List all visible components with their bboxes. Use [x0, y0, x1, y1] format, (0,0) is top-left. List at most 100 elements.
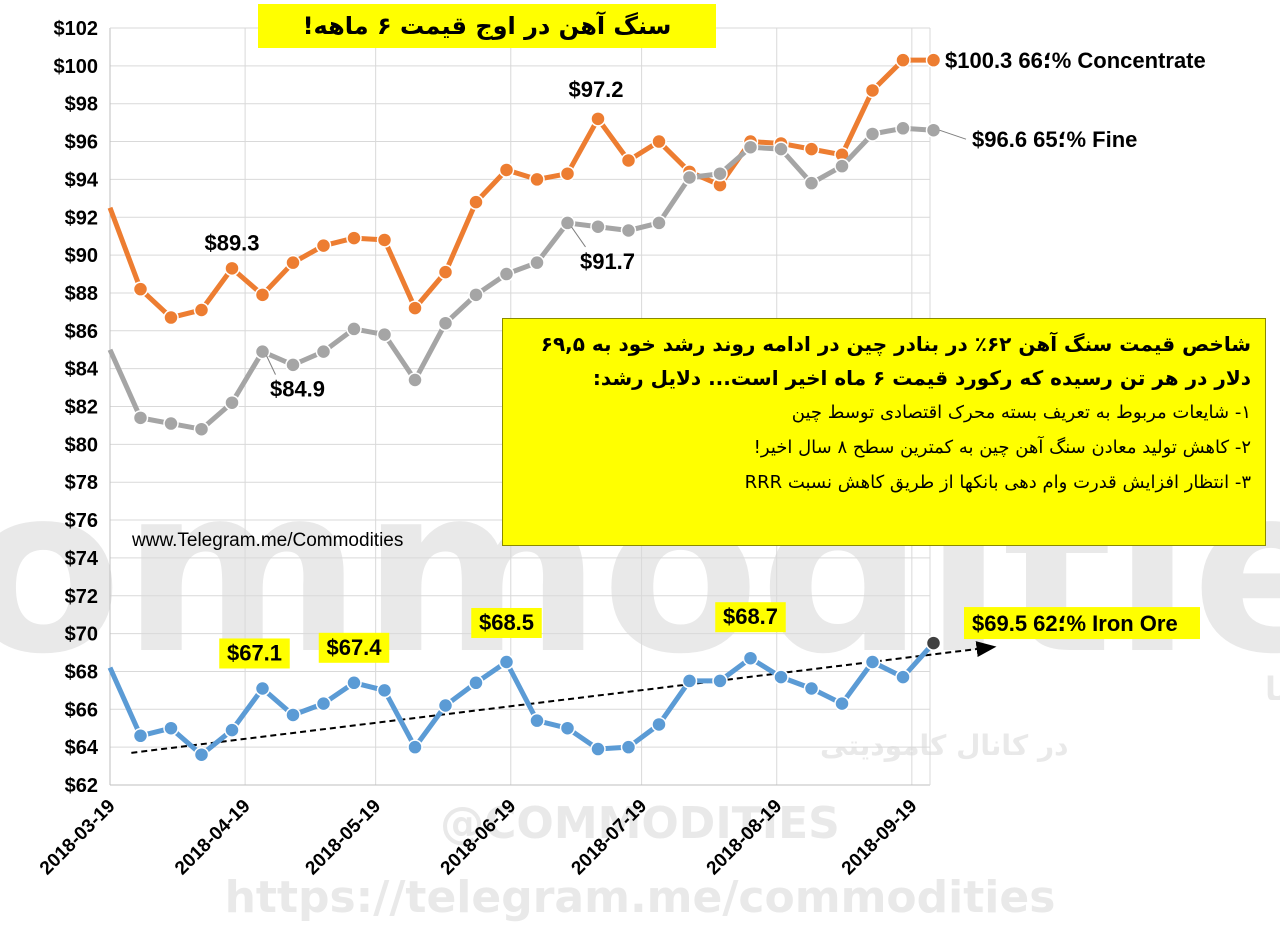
label-highlight: [318, 632, 390, 663]
y-tick-label: $82: [65, 397, 98, 419]
label-leader: [571, 226, 586, 248]
data-point-66-concentrate: [620, 152, 637, 169]
data-point-66-concentrate: [254, 287, 271, 303]
y-tick-label: $76: [65, 510, 98, 532]
data-point-65-fine: [132, 410, 149, 426]
data-point-66-concentrate: [132, 281, 149, 297]
point-label: $91.7: [580, 249, 635, 274]
data-point-65-fine: [224, 394, 240, 411]
data-point-62-iron-ore: [651, 716, 667, 733]
y-tick-label: $86: [65, 321, 98, 343]
point-label: $68.7: [723, 604, 778, 629]
data-point-65-fine: [193, 421, 210, 437]
data-point-65-fine: [254, 343, 271, 360]
label-leader: [266, 355, 276, 375]
data-point-62-iron-ore: [407, 739, 423, 755]
data-point-62-iron-ore: [864, 654, 881, 670]
watermark-handle: @COMMODITIES: [440, 798, 840, 849]
data-point-62-iron-ore: [681, 673, 698, 689]
data-point-62-iron-ore: [803, 680, 820, 697]
data-point-62-iron-ore: [895, 669, 911, 685]
data-point-66-concentrate: [437, 264, 454, 280]
data-point-62-iron-ore: [437, 697, 454, 714]
data-point-62-iron-ore: [620, 739, 637, 755]
data-point-65-fine: [742, 139, 759, 155]
trendline: [131, 641, 997, 754]
data-point-66-concentrate: [224, 260, 240, 277]
data-point-62-iron-ore: [254, 680, 271, 697]
watermark-url: https://telegram.me/commodities: [225, 872, 1056, 923]
data-point-62-iron-ore: [132, 728, 149, 744]
data-point-65-fine: [163, 415, 179, 432]
y-tick-label: $88: [65, 283, 98, 305]
series-end-label: $96.6 ؛65% Fine: [972, 127, 1137, 152]
chart-title: سنگ آهن در اوج قیمت ۶ ماهه!: [302, 12, 672, 40]
data-point-66-concentrate: [346, 230, 362, 246]
point-label: $97.2: [568, 77, 623, 102]
y-tick-label: $94: [65, 169, 99, 191]
data-point-65-fine: [376, 326, 393, 343]
data-point-62-iron-ore: [193, 746, 210, 763]
data-point-65-fine: [529, 254, 545, 271]
data-point-62-iron-ore: [346, 675, 362, 691]
note-item-2: ۲- کاهش تولید معادن سنگ آهن چین به کمتری…: [753, 437, 1251, 458]
data-point-66-concentrate: [895, 52, 911, 68]
data-point-65-fine: [407, 372, 423, 388]
note-box: شاخص قیمت سنگ آهن ۶۲٪ در بنادر چین در اد…: [502, 318, 1266, 546]
data-point-65-fine: [773, 141, 789, 157]
point-label: $84.9: [270, 377, 325, 402]
data-point-end-iron-ore: [925, 635, 942, 651]
x-tick-label: 2018-03-19: [36, 796, 120, 880]
series-layer: [107, 52, 942, 763]
data-point-66-concentrate: [529, 171, 545, 188]
data-point-65-fine: [803, 175, 820, 191]
series-line-66-concentrate: [107, 57, 934, 321]
y-tick-label: $80: [65, 434, 98, 456]
point-label: $68.5: [479, 610, 534, 635]
end-label-leader: [939, 129, 967, 140]
y-axis: $62 $64 $66 $68 $70 $72 $74 $76 $78 $80 $82 $84 $86 $…: [54, 18, 99, 797]
data-point-65-fine: [864, 126, 881, 142]
data-point-62-iron-ore: [773, 669, 789, 685]
y-tick-label: $84: [65, 359, 99, 381]
data-point-65-fine: [681, 169, 698, 186]
data-point-62-iron-ore: [498, 654, 515, 670]
data-point-66-concentrate: [651, 133, 667, 150]
data-point-65-fine: [315, 343, 332, 360]
y-tick-label: $90: [65, 245, 98, 267]
data-point-66-concentrate: [376, 232, 393, 248]
data-point-65-fine: [498, 266, 515, 282]
data-point-66-concentrate: [468, 194, 484, 210]
point-label: $67.1: [227, 640, 282, 665]
chart-title-box: سنگ آهن در اوج قیمت ۶ ماهه!: [258, 4, 716, 48]
note-heading: شاخص قیمت سنگ آهن ۶۲٪ در بنادر چین در اد…: [540, 332, 1251, 390]
data-point-66-concentrate: [590, 111, 606, 127]
watermark-persian-1: گزارشات تحلیلی و آنالیز بازار تجهیزات مو…: [1265, 669, 1280, 708]
data-point-65-fine: [712, 165, 728, 182]
data-point-66-concentrate: [285, 254, 301, 271]
y-tick-label: $66: [65, 699, 98, 721]
point-label: $89.3: [204, 230, 259, 255]
data-point-65-fine: [346, 321, 362, 337]
y-tick-label: $68: [65, 661, 98, 683]
data-point-65-fine: [895, 120, 911, 137]
data-point-62-iron-ore: [559, 720, 576, 736]
y-tick-label: $92: [65, 207, 98, 229]
data-point-65-fine: [559, 215, 576, 231]
data-point-62-iron-ore: [163, 720, 179, 736]
data-point-62-iron-ore: [468, 675, 484, 691]
label-highlight: [219, 638, 290, 669]
y-tick-label: $96: [65, 132, 98, 154]
data-point-62-iron-ore: [712, 673, 728, 689]
data-point-66-concentrate: [498, 162, 515, 178]
data-point-66-concentrate: [315, 237, 332, 254]
series-end-label: $100.3 ؛66% Concentrate: [945, 48, 1206, 73]
end-label-highlight: [964, 607, 1200, 640]
data-point-66-concentrate: [193, 302, 210, 318]
data-point-62-iron-ore: [376, 682, 393, 699]
data-point-65-fine: [620, 222, 637, 239]
note-item-1: ۱- شایعات مربوط به تعریف بسته محرک اقتصا…: [791, 402, 1251, 423]
data-point-62-iron-ore: [315, 695, 332, 712]
y-tick-label: $102: [54, 18, 99, 40]
data-point-65-fine: [285, 357, 301, 373]
